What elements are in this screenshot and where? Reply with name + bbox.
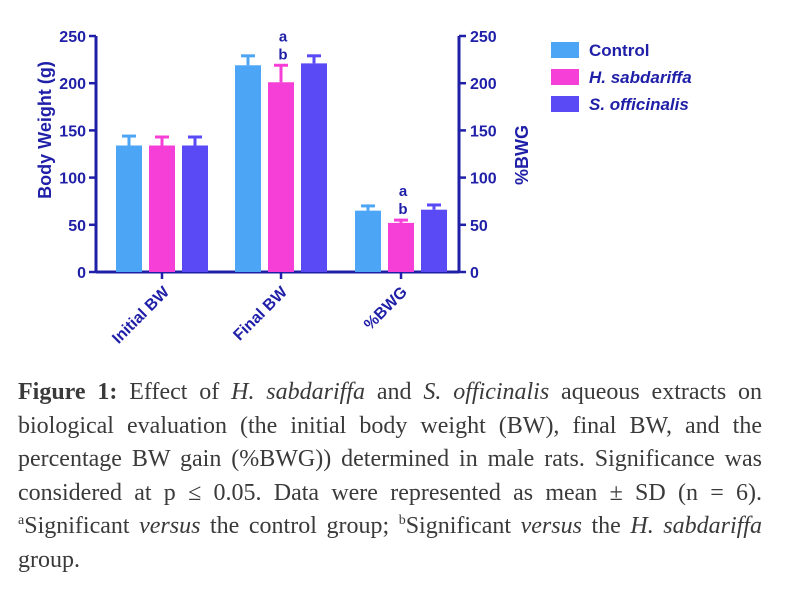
caption-text-1: Effect of	[117, 379, 232, 405]
figure-caption: Figure 1: Effect of H. sabdariffa and S.…	[18, 376, 762, 577]
caption-text-8: group.	[18, 546, 80, 573]
bar	[116, 145, 142, 272]
bar	[268, 82, 294, 272]
right-tick-label: 100	[470, 171, 497, 188]
x-tick-label: Initial BW	[109, 283, 173, 347]
legend-swatch	[551, 42, 579, 58]
caption-species-3: H. sabdariffa	[630, 513, 762, 539]
bar	[149, 145, 175, 272]
significance-label: a	[279, 28, 288, 45]
right-tick-label: 50	[470, 218, 488, 235]
legend-label: Control	[589, 41, 649, 60]
legend-label: S. officinalis	[589, 95, 689, 114]
caption-species-1: H. sabdariffa	[231, 379, 365, 405]
legend-swatch	[551, 69, 579, 85]
caption-versus-2: versus	[520, 513, 582, 539]
right-tick-label: 200	[470, 76, 497, 93]
left-tick-label: 150	[59, 123, 86, 140]
bar	[388, 222, 414, 272]
caption-text-2: and	[364, 379, 424, 405]
significance-label: b	[398, 201, 407, 218]
caption-sup-b: b	[398, 513, 406, 528]
caption-text-5: the control group;	[200, 513, 399, 539]
legend-label: H. sabdariffa	[589, 68, 692, 87]
right-tick-label: 0	[470, 265, 479, 282]
y-axis-label-left: Body Weight (g)	[35, 61, 55, 199]
left-tick-label: 50	[68, 218, 86, 235]
left-tick-label: 200	[59, 76, 86, 93]
right-tick-label: 150	[470, 123, 497, 140]
significance-label: b	[278, 46, 287, 63]
x-tick-label: Final BW	[230, 283, 291, 344]
left-tick-label: 0	[77, 265, 86, 282]
caption-label: Figure 1:	[18, 379, 118, 405]
caption-text-6: Significant	[405, 513, 521, 539]
caption-versus-1: versus	[139, 513, 201, 539]
caption-text-3: aqueous extracts on biological evaluatio…	[18, 379, 763, 506]
caption-sup-a: a	[18, 513, 25, 528]
bar	[235, 65, 261, 272]
x-tick-label: %BWG	[361, 284, 411, 334]
left-tick-label: 100	[59, 171, 86, 188]
caption-species-2: S. officinalis	[423, 379, 550, 405]
left-tick-label: 250	[59, 29, 86, 46]
right-y-axis: 0 50 100 150 200 250	[457, 29, 497, 282]
bar	[301, 63, 327, 272]
x-tick-labels: Initial BW Final BW %BWG	[109, 283, 411, 347]
caption-text-4: Significant	[24, 513, 140, 539]
legend-swatch	[551, 96, 579, 112]
y-axis-label-right: %BWG	[512, 125, 532, 185]
caption-text-7: the	[581, 513, 631, 539]
bar	[421, 209, 447, 272]
bar	[182, 145, 208, 272]
legend: Control H. sabdariffa S. officinalis	[551, 41, 692, 114]
significance-label: a	[399, 183, 408, 200]
bar	[355, 210, 381, 272]
right-tick-label: 250	[470, 29, 497, 46]
